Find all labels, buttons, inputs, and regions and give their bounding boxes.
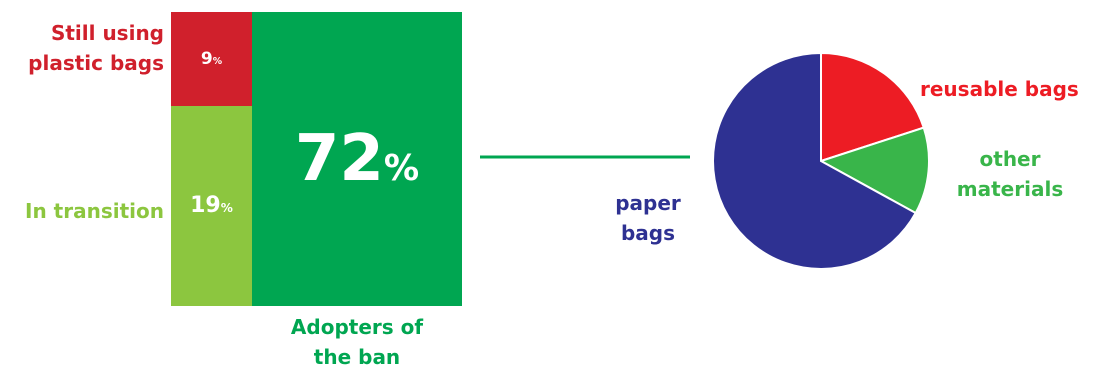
block-still-using: 9% xyxy=(171,12,252,106)
in-transition-label: In transition xyxy=(25,199,164,223)
adopters-label: Adopters of the ban xyxy=(290,315,424,369)
pie-chart xyxy=(712,51,930,270)
pie-slice-other xyxy=(818,126,930,215)
in-transition-value: 19% xyxy=(190,193,233,218)
still-using-value: 9% xyxy=(200,48,223,69)
other-label: other materials xyxy=(956,147,1064,201)
block-in-transition: 19% xyxy=(171,106,252,306)
pie-slice-paper xyxy=(712,51,918,270)
reusable-label: reusable bags xyxy=(920,77,1079,101)
still-using-label: Still using plastic bags xyxy=(28,21,164,75)
pie-slice-reusable xyxy=(820,51,925,163)
block-adopters: 72% xyxy=(252,12,462,306)
adopters-value: 72% xyxy=(294,122,420,196)
paper-label: paper bags xyxy=(615,191,681,245)
